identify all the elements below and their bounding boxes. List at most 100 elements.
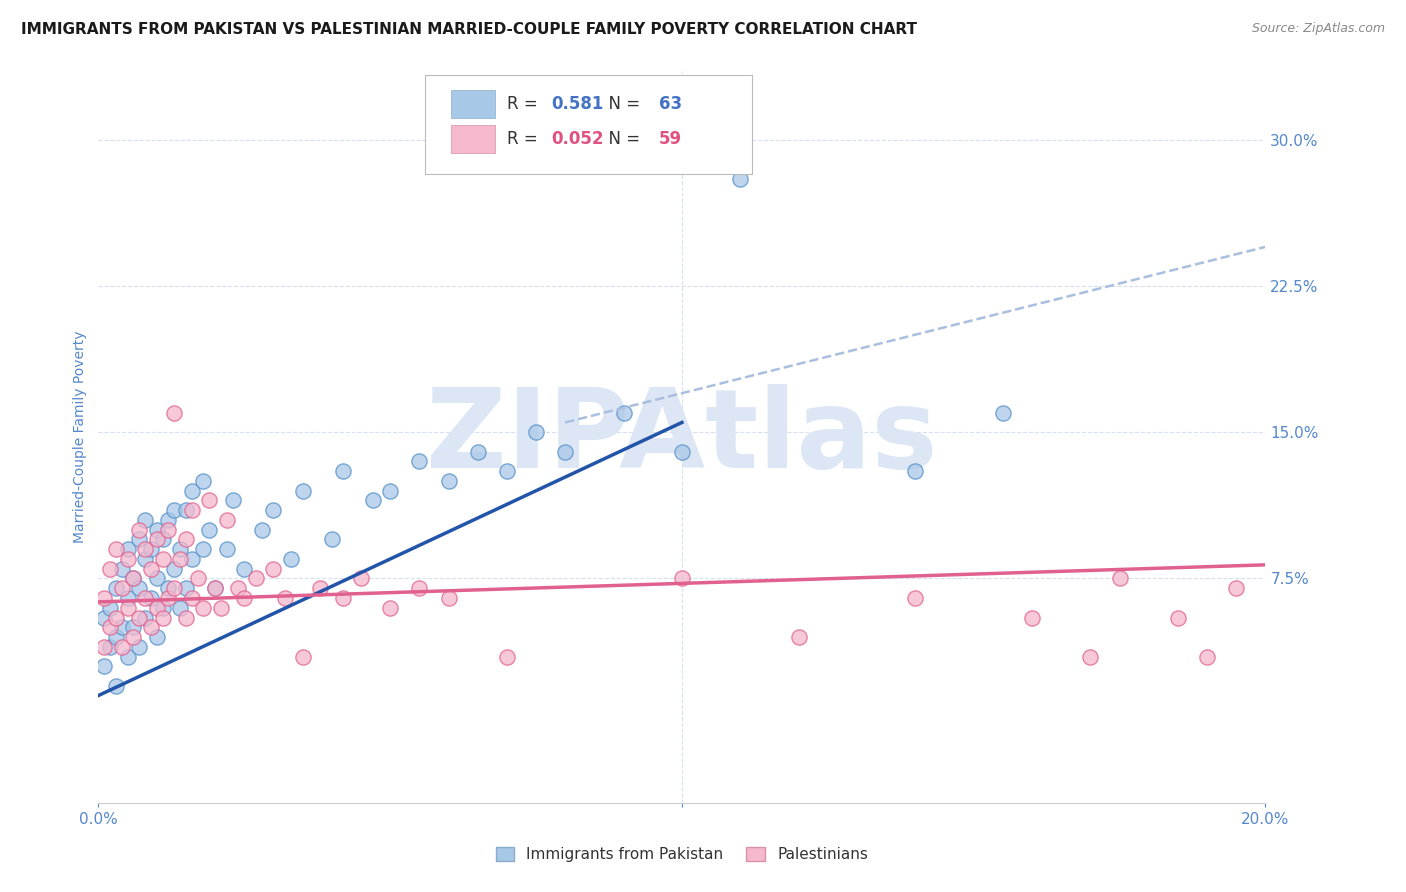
Text: 63: 63	[658, 95, 682, 113]
Point	[98, 640, 121, 654]
Point	[204, 581, 226, 595]
Point	[1225, 581, 1247, 595]
Text: ZIPAtlas: ZIPAtlas	[426, 384, 938, 491]
Point	[309, 581, 332, 595]
Point	[180, 503, 202, 517]
Point	[157, 591, 180, 605]
Point	[128, 523, 150, 537]
Point	[128, 581, 150, 595]
Point	[93, 659, 115, 673]
Point	[1080, 649, 1102, 664]
Point	[524, 425, 547, 440]
Point	[104, 581, 127, 595]
Point	[221, 493, 243, 508]
Point	[180, 591, 202, 605]
Point	[496, 649, 519, 664]
Point	[163, 503, 186, 517]
Text: 0.052: 0.052	[551, 130, 603, 148]
Point	[280, 552, 302, 566]
Point	[204, 581, 226, 595]
Point	[193, 600, 215, 615]
Point	[467, 444, 489, 458]
Point	[146, 630, 169, 644]
Text: 59: 59	[658, 130, 682, 148]
Point	[1021, 610, 1043, 624]
Point	[122, 630, 145, 644]
Text: R =: R =	[508, 95, 543, 113]
Point	[228, 581, 250, 595]
Point	[408, 454, 430, 468]
Point	[122, 620, 145, 634]
Point	[332, 464, 354, 478]
Point	[152, 533, 174, 547]
Point	[146, 600, 169, 615]
Point	[157, 513, 180, 527]
Point	[612, 406, 634, 420]
Point	[274, 591, 297, 605]
Point	[169, 552, 191, 566]
Point	[122, 572, 145, 586]
Point	[163, 581, 186, 595]
Point	[332, 591, 354, 605]
Point	[209, 600, 232, 615]
Point	[93, 610, 115, 624]
Point	[671, 444, 693, 458]
Point	[198, 493, 221, 508]
Point	[111, 581, 134, 595]
Point	[262, 562, 284, 576]
Point	[139, 542, 162, 557]
Y-axis label: Married-Couple Family Poverty: Married-Couple Family Poverty	[73, 331, 87, 543]
Point	[104, 542, 127, 557]
Point	[146, 533, 169, 547]
Point	[321, 533, 343, 547]
Point	[139, 562, 162, 576]
Point	[1195, 649, 1218, 664]
Point	[554, 444, 576, 458]
Point	[904, 464, 927, 478]
Point	[104, 679, 127, 693]
Point	[117, 649, 139, 664]
Point	[111, 620, 134, 634]
Legend: Immigrants from Pakistan, Palestinians: Immigrants from Pakistan, Palestinians	[489, 841, 875, 868]
Point	[169, 600, 191, 615]
Point	[671, 572, 693, 586]
Point	[98, 620, 121, 634]
Point	[174, 503, 197, 517]
Point	[134, 513, 156, 527]
Point	[111, 640, 134, 654]
Point	[1108, 572, 1130, 586]
Point	[233, 591, 256, 605]
Point	[157, 581, 180, 595]
Point	[117, 600, 139, 615]
Point	[139, 620, 162, 634]
Point	[193, 474, 215, 488]
Point	[262, 503, 284, 517]
Point	[291, 483, 314, 498]
Point	[117, 591, 139, 605]
Point	[98, 562, 121, 576]
Point	[1167, 610, 1189, 624]
Point	[163, 406, 186, 420]
Point	[134, 552, 156, 566]
Point	[180, 483, 202, 498]
Point	[380, 483, 402, 498]
Point	[93, 640, 115, 654]
Point	[111, 562, 134, 576]
Point	[174, 610, 197, 624]
Point	[134, 591, 156, 605]
Point	[117, 552, 139, 566]
Point	[128, 610, 150, 624]
Point	[380, 600, 402, 615]
Point	[139, 591, 162, 605]
Point	[134, 610, 156, 624]
Point	[361, 493, 384, 508]
Point	[730, 171, 752, 186]
FancyBboxPatch shape	[451, 90, 495, 118]
Point	[163, 562, 186, 576]
Point	[245, 572, 267, 586]
Point	[215, 513, 238, 527]
Point	[117, 542, 139, 557]
Point	[174, 533, 197, 547]
Point	[180, 552, 202, 566]
Point	[93, 591, 115, 605]
